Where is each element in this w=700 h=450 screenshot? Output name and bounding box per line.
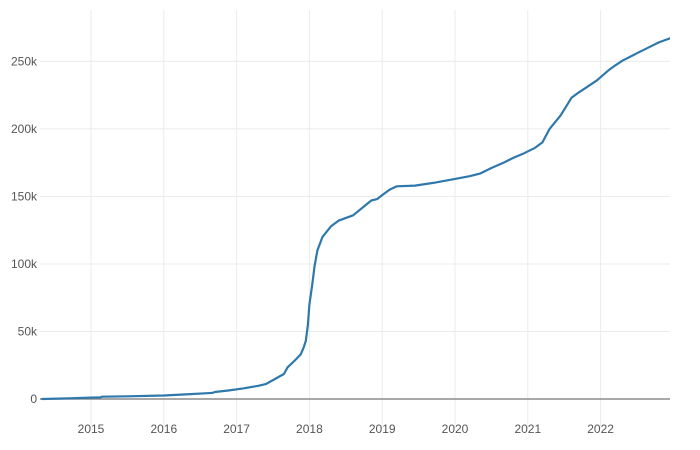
y-tick-label: 150k (11, 189, 38, 203)
series-layer (41, 37, 670, 401)
y-axis-ticks: 0 50k 100k 150k 200k 250k (11, 54, 38, 406)
y-tick-label: 0 (30, 392, 37, 406)
x-axis-ticks: 2015 2016 2017 2018 2019 2020 2021 2022 (78, 422, 615, 436)
x-tick-label: 2018 (296, 422, 323, 436)
y-tick-label: 200k (11, 122, 38, 136)
gridlines (40, 10, 670, 428)
x-tick-label: 2015 (78, 422, 105, 436)
x-tick-label: 2017 (223, 422, 250, 436)
x-tick-label: 2019 (369, 422, 396, 436)
series-line (41, 37, 670, 401)
x-tick-label: 2020 (442, 422, 469, 436)
y-tick-label: 250k (11, 54, 38, 68)
x-tick-label: 2022 (587, 422, 614, 436)
y-tick-label: 50k (18, 324, 38, 338)
y-tick-label: 100k (11, 257, 38, 271)
x-tick-label: 2021 (514, 422, 541, 436)
x-tick-label: 2016 (150, 422, 177, 436)
